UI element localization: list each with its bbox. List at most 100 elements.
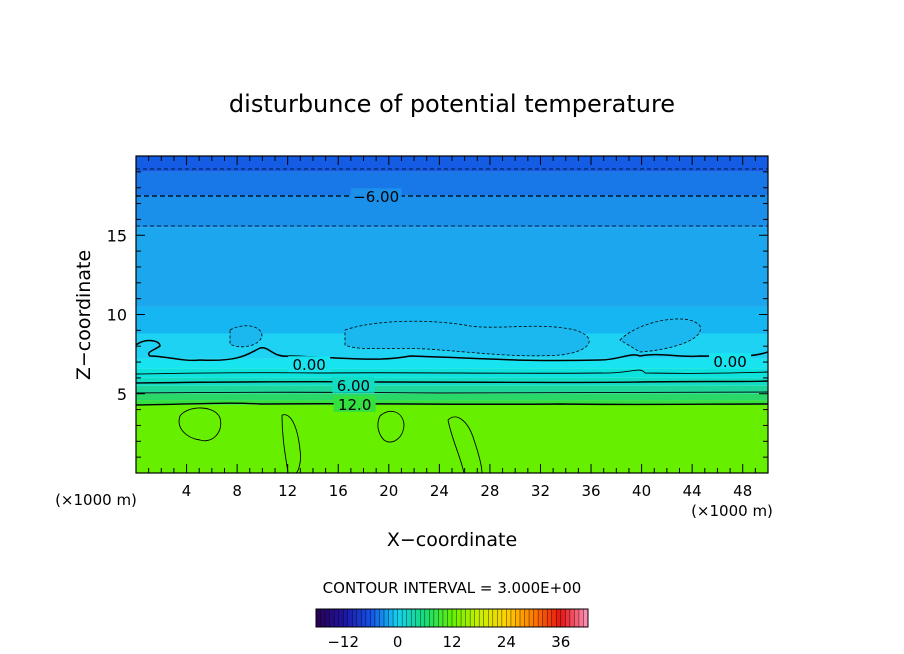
colorbar-segment <box>365 609 371 627</box>
colorbar-segment <box>442 609 448 627</box>
x-axis: 4 8 12 16 20 24 28 32 36 40 44 48 <box>148 156 756 500</box>
colorbar-segment <box>370 609 376 627</box>
colorbar-segment <box>456 609 462 627</box>
contour-label-bg-3 <box>332 376 375 393</box>
colorbar-segment <box>501 609 507 627</box>
x-axis-label: X−coordinate <box>387 529 517 551</box>
x-tick-label: 12 <box>278 482 297 500</box>
color-band-9 <box>136 227 768 307</box>
color-bands <box>136 156 768 473</box>
colorbar-segment <box>551 609 557 627</box>
colorbar-segment <box>343 609 349 627</box>
x-tick-label: 20 <box>379 482 398 500</box>
colorbar-segment <box>542 609 548 627</box>
colorbar-tick-label: 12 <box>442 633 461 651</box>
colorbar-segment <box>497 609 503 627</box>
colorbar-segment <box>415 609 421 627</box>
colorbar-segment <box>352 609 358 627</box>
contour-label-bg-0 <box>350 188 402 205</box>
contour-label-3: 6.00 <box>337 377 370 395</box>
colorbar-segment <box>520 609 525 627</box>
colorbar-segment <box>347 609 353 627</box>
colorbar-segment <box>320 609 326 627</box>
contour-label-bg-2 <box>709 353 752 370</box>
color-band-3 <box>136 385 768 394</box>
colorbar-segment <box>388 609 394 627</box>
colorbar: −12 0 12 24 36 <box>315 608 589 651</box>
x-tick-label: 48 <box>733 482 752 500</box>
colorbar-segment <box>574 609 580 627</box>
y-tick-label: 10 <box>107 306 127 325</box>
colorbar-segment <box>334 609 339 627</box>
colorbar-tick-label: 36 <box>551 633 570 651</box>
colorbar-segment <box>397 609 403 627</box>
colorbar-segment <box>374 609 380 627</box>
colorbar-segment <box>433 609 439 627</box>
colorbar-segment <box>325 609 330 627</box>
y-axis-label: Z−coordinate <box>73 250 95 380</box>
colorbar-segment <box>560 609 566 627</box>
colorbar-segment <box>424 609 430 627</box>
x-tick-label: 24 <box>430 482 449 500</box>
colorbar-segment <box>420 609 426 627</box>
colorbar-segment <box>406 609 412 627</box>
colorbar-segment <box>356 609 362 627</box>
contour-lines <box>136 168 768 406</box>
x-tick-label: 8 <box>232 482 242 500</box>
y-tick-label: 5 <box>117 385 127 404</box>
contour-label-0: −6.00 <box>353 188 399 206</box>
colorbar-segment <box>556 609 562 627</box>
x-tick-label: 4 <box>182 482 192 500</box>
colorbar-frame <box>315 608 589 628</box>
y-tick-label: 15 <box>107 226 127 245</box>
colorbar-segment <box>524 609 530 627</box>
colorbar-tick-label: −12 <box>327 633 359 651</box>
colorbar-segment <box>533 609 539 627</box>
colorbar-tick-label: 0 <box>393 633 403 651</box>
colorbar-segment <box>470 609 475 627</box>
colorbar-segment <box>474 609 480 627</box>
x-tick-label: 44 <box>683 482 702 500</box>
color-band-10 <box>136 195 768 228</box>
colorbar-segment <box>583 609 589 627</box>
colorbar-segment <box>506 609 512 627</box>
colorbar-segment <box>379 609 385 627</box>
colorbar-segment <box>565 609 571 627</box>
colorbar-segment <box>429 609 435 627</box>
contour-interval-text: CONTOUR INTERVAL = 3.000E+00 <box>323 579 582 597</box>
colorbar-segment <box>384 609 389 627</box>
color-band-0 <box>136 404 768 473</box>
x-tick-label: 28 <box>480 482 499 500</box>
x-tick-label: 16 <box>329 482 348 500</box>
colorbar-segment <box>338 609 344 627</box>
colorbar-segment <box>393 609 398 627</box>
color-band-12 <box>136 156 768 172</box>
colorbar-segment <box>547 609 553 627</box>
contour-label-2: 0.00 <box>713 353 746 371</box>
chart-title: disturbunce of potential temperature <box>229 90 675 118</box>
colorbar-segment <box>411 609 417 627</box>
colorbar-tick-label: 24 <box>497 633 516 651</box>
contour-label-1: 0.00 <box>292 356 325 374</box>
color-band-2 <box>136 393 768 401</box>
x-tick-label: 40 <box>632 482 651 500</box>
color-band-6 <box>136 358 768 369</box>
colorbar-segment <box>316 609 321 627</box>
color-band-1 <box>136 400 768 405</box>
x-tick-label: 32 <box>531 482 550 500</box>
contour-label-4: 12.0 <box>338 396 371 414</box>
colorbar-segment <box>465 609 471 627</box>
colorbar-segment <box>538 609 543 627</box>
contour-label-bg-4 <box>333 395 376 412</box>
x-unit-left: (×1000 m) <box>55 491 137 509</box>
y-axis: 5 10 15 <box>107 171 768 458</box>
colorbar-segment <box>488 609 494 627</box>
colorbar-segment <box>483 609 489 627</box>
x-unit-right: (×1000 m) <box>691 502 773 520</box>
colorbar-segment <box>438 609 444 627</box>
colorbar-segment <box>452 609 457 627</box>
colorbar-segment <box>578 609 584 627</box>
colorbar-segment <box>329 609 335 627</box>
